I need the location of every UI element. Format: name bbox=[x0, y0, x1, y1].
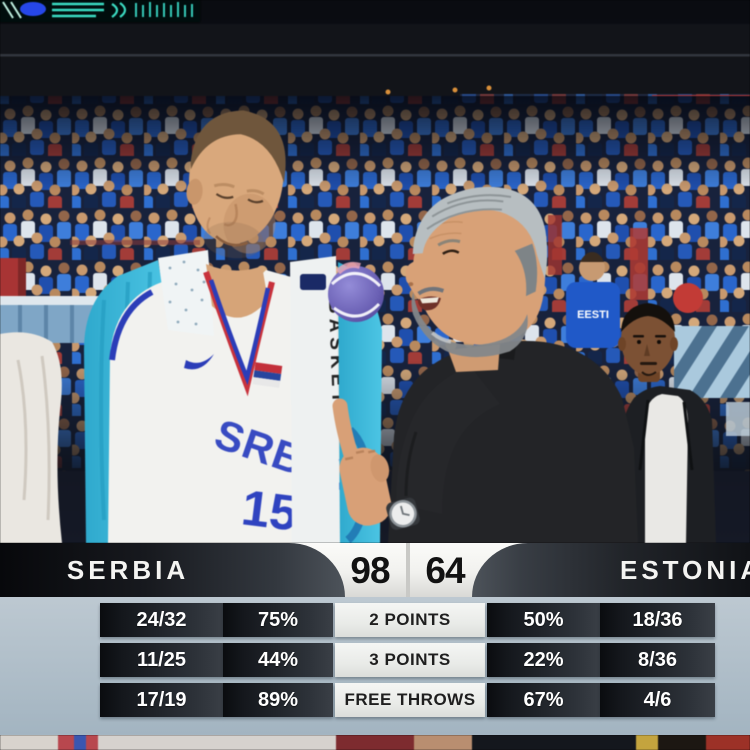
away-score: 64 bbox=[425, 550, 465, 591]
away-made-value: 18/36 bbox=[600, 603, 715, 637]
stat-label: FREE THROWS bbox=[335, 683, 485, 717]
interviewer-hand bbox=[332, 398, 392, 526]
jersey-number: 15 bbox=[239, 479, 301, 541]
jersey bbox=[108, 266, 350, 543]
away-made-value: 4/6 bbox=[600, 683, 715, 717]
away-team-bar bbox=[472, 543, 750, 597]
wrist-watch bbox=[386, 497, 420, 530]
away-percentage: 22% bbox=[487, 643, 600, 677]
stat-label: 3 POINTS bbox=[335, 643, 485, 677]
eurobasket-ball-logo bbox=[328, 261, 384, 322]
away-made-value: 8/36 bbox=[600, 643, 715, 677]
score-divider bbox=[406, 543, 410, 597]
home-made-value: 24/32 bbox=[100, 603, 223, 637]
fan-eesti: EESTI bbox=[566, 252, 620, 348]
stats-row-2points: 24/32 75% 2 POINTS 50% 18/36 bbox=[0, 603, 750, 637]
interviewer bbox=[332, 186, 638, 543]
fan-shirt-text: EESTI bbox=[577, 309, 609, 321]
towel-strap bbox=[290, 256, 340, 543]
player-head bbox=[186, 110, 286, 259]
interviewer-arm bbox=[396, 366, 500, 514]
nike-swoosh-icon bbox=[184, 354, 214, 370]
arena-lights bbox=[385, 85, 492, 95]
serbia-flag-patch bbox=[252, 362, 283, 388]
stat-label: 2 POINTS bbox=[335, 603, 485, 637]
fan-in-red bbox=[673, 283, 703, 313]
away-percentage: 67% bbox=[487, 683, 600, 717]
fiba-logo bbox=[300, 274, 326, 290]
home-made-value: 17/19 bbox=[100, 683, 223, 717]
stats-panel: 24/32 75% 2 POINTS 50% 18/36 11/25 44% 3… bbox=[0, 597, 750, 735]
home-team-bar bbox=[0, 543, 345, 597]
stats-row-3points: 11/25 44% 3 POINTS 22% 8/36 bbox=[0, 643, 750, 677]
sponsor-banner bbox=[674, 326, 750, 436]
bottom-video-strip bbox=[0, 735, 750, 750]
stats-row-freethrows: 17/19 89% FREE THROWS 67% 4/6 bbox=[0, 683, 750, 717]
score-bar: 98 64 SERBIA ESTONIA bbox=[0, 543, 750, 597]
man-in-blazer bbox=[612, 303, 716, 543]
home-percentage: 75% bbox=[223, 603, 333, 637]
player-jokic: SRBIJA 15 BASKET bbox=[84, 110, 384, 544]
home-score: 98 bbox=[350, 550, 390, 591]
away-percentage: 50% bbox=[487, 603, 600, 637]
home-team-name: SERBIA bbox=[66, 555, 190, 585]
home-percentage: 89% bbox=[223, 683, 333, 717]
towel-dotted bbox=[158, 250, 214, 336]
bystander-left bbox=[0, 332, 62, 543]
away-team-name: ESTONIA bbox=[620, 555, 750, 585]
home-percentage: 44% bbox=[223, 643, 333, 677]
interviewer-head bbox=[405, 186, 548, 358]
home-made-value: 11/25 bbox=[100, 643, 223, 677]
neon-led-sign bbox=[0, 0, 200, 22]
